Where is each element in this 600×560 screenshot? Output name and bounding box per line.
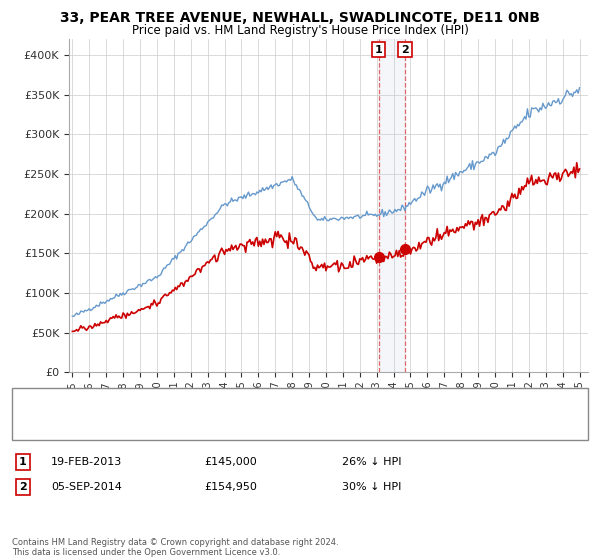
Text: £145,000: £145,000 <box>204 457 257 467</box>
Text: HPI: Average price, detached house, South Derbyshire: HPI: Average price, detached house, Sout… <box>57 420 341 430</box>
Text: ——: —— <box>24 418 52 432</box>
Text: Contains HM Land Registry data © Crown copyright and database right 2024.
This d: Contains HM Land Registry data © Crown c… <box>12 538 338 557</box>
Text: 1: 1 <box>375 44 383 54</box>
Text: 19-FEB-2013: 19-FEB-2013 <box>51 457 122 467</box>
Text: 05-SEP-2014: 05-SEP-2014 <box>51 482 122 492</box>
Bar <box>379 39 405 372</box>
Text: 26% ↓ HPI: 26% ↓ HPI <box>342 457 401 467</box>
Text: £154,950: £154,950 <box>204 482 257 492</box>
Text: 30% ↓ HPI: 30% ↓ HPI <box>342 482 401 492</box>
Text: 1: 1 <box>19 457 26 467</box>
Text: ——: —— <box>24 395 52 409</box>
Text: 33, PEAR TREE AVENUE, NEWHALL, SWADLINCOTE, DE11 0NB (detached house): 33, PEAR TREE AVENUE, NEWHALL, SWADLINCO… <box>57 398 473 408</box>
Text: 33, PEAR TREE AVENUE, NEWHALL, SWADLINCOTE, DE11 0NB: 33, PEAR TREE AVENUE, NEWHALL, SWADLINCO… <box>60 11 540 25</box>
Text: Price paid vs. HM Land Registry's House Price Index (HPI): Price paid vs. HM Land Registry's House … <box>131 24 469 36</box>
Text: 2: 2 <box>401 44 409 54</box>
Text: 2: 2 <box>19 482 26 492</box>
